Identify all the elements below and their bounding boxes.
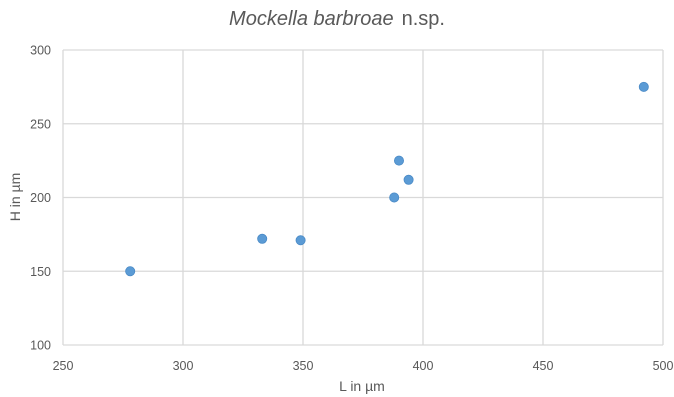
x-tick-label-450: 450 [533, 359, 554, 373]
data-point-5 [393, 155, 404, 166]
data-point-1 [125, 266, 136, 277]
grid-lines [62, 49, 664, 346]
data-points [125, 81, 649, 277]
data-point-2 [257, 233, 268, 244]
y-tick-label-100: 100 [30, 339, 51, 353]
y-tick-label-300: 300 [30, 44, 51, 58]
y-tick-label-250: 250 [30, 117, 51, 131]
x-tick-label-350: 350 [293, 359, 314, 373]
data-point-3 [295, 235, 306, 246]
chart-title: Mockella barbroae n.sp. [229, 8, 445, 30]
x-axis-ticks: 250 300 350 400 450 500 [53, 359, 674, 373]
y-tick-label-150: 150 [30, 265, 51, 279]
x-axis-label: L in µm [339, 378, 385, 394]
data-point-6 [403, 174, 414, 185]
x-tick-label-500: 500 [653, 359, 674, 373]
chart-title-italic: Mockella barbroae [229, 8, 394, 30]
x-tick-label-250: 250 [53, 359, 74, 373]
y-axis-label: H in µm [7, 173, 23, 222]
y-tick-label-200: 200 [30, 191, 51, 205]
chart-title-suffix: n.sp. [402, 8, 445, 30]
y-axis-ticks: 100 150 200 250 300 [30, 44, 51, 353]
x-tick-label-400: 400 [413, 359, 434, 373]
x-tick-label-300: 300 [173, 359, 194, 373]
data-point-7 [638, 81, 649, 92]
data-point-4 [389, 192, 400, 203]
